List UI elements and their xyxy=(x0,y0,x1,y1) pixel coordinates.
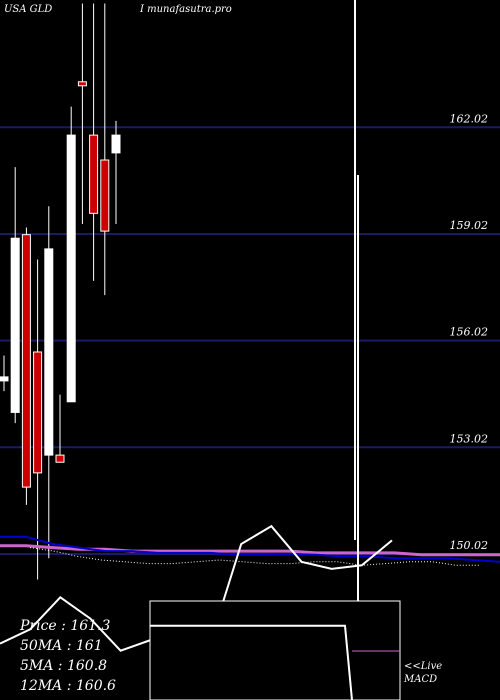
candle-body-8 xyxy=(89,134,99,214)
y-tick-label-3: 153.02 xyxy=(450,432,489,445)
candle-body-5 xyxy=(55,454,65,463)
candle-body-6 xyxy=(66,134,76,403)
candle-7 xyxy=(77,3,87,224)
candle-body-10 xyxy=(111,134,121,154)
candle-9 xyxy=(100,3,110,296)
candle-4 xyxy=(44,206,54,559)
candle-body-9 xyxy=(100,159,110,232)
y-tick-label-4: 150.02 xyxy=(450,539,489,552)
blue-ma-line xyxy=(0,535,500,563)
ma5-readout: 5MA : 160.8 xyxy=(20,658,108,674)
macd-label: MACD xyxy=(404,674,438,685)
candle-5 xyxy=(55,394,65,463)
macd-panel xyxy=(149,600,401,700)
candle-body-1 xyxy=(10,237,20,413)
macd-line xyxy=(150,624,353,700)
candle-6 xyxy=(66,106,76,403)
y-tick-label-2: 156.02 xyxy=(450,326,489,339)
live-macd-label: <<Live MACD xyxy=(404,660,442,686)
site-label: I munafasutra.pro xyxy=(140,4,232,15)
candle-body-4 xyxy=(44,248,54,456)
price-readout: Price : 161.3 xyxy=(20,618,111,634)
candle-8 xyxy=(89,3,99,281)
y-tick-label-0: 162.02 xyxy=(450,112,489,125)
info-panel: Price : 161.3 50MA : 161 5MA : 160.8 12M… xyxy=(20,616,116,696)
candle-10 xyxy=(111,120,121,224)
candle-body-2 xyxy=(21,234,31,488)
pink-ma-line xyxy=(0,544,500,557)
candle-body-7 xyxy=(77,81,87,87)
candle-0 xyxy=(0,355,9,392)
symbol-label: USA GLD xyxy=(4,4,53,15)
candle-1 xyxy=(10,167,20,424)
ma50-readout: 50MA : 161 xyxy=(20,638,103,654)
ma12-readout: 12MA : 160.6 xyxy=(20,678,116,694)
candle-2 xyxy=(21,227,31,505)
candle-body-3 xyxy=(33,351,43,474)
price-axis-labels: 162.02 159.02 156.02 153.02 150.02 xyxy=(450,112,489,552)
candles xyxy=(0,3,121,580)
candle-body-0 xyxy=(0,376,9,382)
live-label: <<Live xyxy=(404,661,443,672)
y-tick-label-1: 159.02 xyxy=(450,219,489,232)
candle-3 xyxy=(33,259,43,580)
